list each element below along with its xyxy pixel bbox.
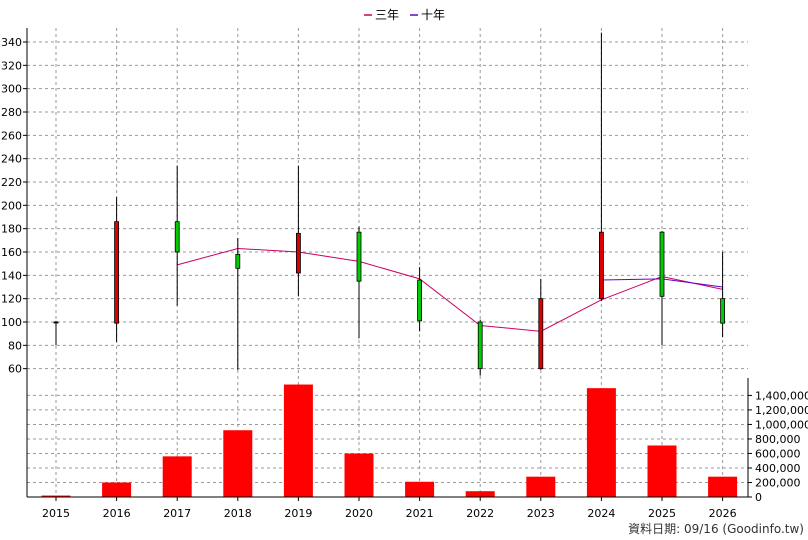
price-tick-label: 260 [1, 129, 22, 142]
candle-body-2016 [114, 221, 119, 324]
axes [23, 28, 752, 501]
legend-three-year-label: 三年 [375, 8, 399, 22]
year-tick-label: 2022 [466, 507, 494, 520]
legend: 三年 十年 [364, 8, 445, 22]
candle-body-2015 [53, 321, 59, 324]
candle-body-2025 [659, 231, 665, 297]
year-tick-label: 2016 [103, 507, 131, 520]
year-tick-label: 2017 [163, 507, 191, 520]
candle-body-2018 [235, 253, 241, 269]
price-tick-label: 240 [1, 153, 22, 166]
price-tick-label: 120 [1, 293, 22, 306]
volume-bars [41, 384, 738, 497]
volume-tick-label: 400,000 [755, 462, 801, 475]
price-tick-label: 100 [1, 316, 22, 329]
data-date-footer: 資料日期: 09/16 (Goodinfo.tw) [628, 522, 804, 536]
price-tick-label: 280 [1, 106, 22, 119]
volume-tick-label: 0 [755, 491, 762, 504]
volume-tick-label: 800,000 [755, 433, 801, 446]
volume-bar-2016 [102, 482, 132, 497]
grid-lines [27, 28, 748, 498]
volume-bar-2022 [465, 491, 495, 497]
candle-body-2026 [720, 298, 725, 324]
volume-tick-label: 1,000,000 [755, 418, 808, 431]
volume-bar-2020 [344, 453, 374, 497]
year-tick-label: 2026 [709, 507, 737, 520]
candlesticks [53, 32, 725, 376]
volume-bar-2015 [41, 495, 71, 497]
candle-body-2020 [356, 231, 362, 282]
year-tick-label: 2024 [587, 507, 615, 520]
price-tick-label: 300 [1, 83, 22, 96]
candle-body-2024 [599, 231, 604, 300]
volume-bar-2023 [526, 476, 556, 497]
year-tick-label: 2018 [224, 507, 252, 520]
price-tick-label: 320 [1, 59, 22, 72]
year-tick-label: 2015 [42, 507, 70, 520]
tick-labels: 60 80 100 120 140 160 180 200 220 240 260 280 300 320… [1, 36, 808, 520]
legend-ten-year-label: 十年 [421, 8, 445, 22]
volume-bar-2021 [405, 481, 435, 497]
moving-average-lines [177, 247, 723, 332]
year-tick-label: 2023 [527, 507, 555, 520]
candle-body-2023 [538, 298, 544, 370]
legend-item-ten-year: 十年 [410, 8, 445, 22]
price-tick-label: 200 [1, 199, 22, 212]
price-tick-label: 60 [8, 363, 22, 376]
year-tick-label: 2025 [648, 507, 676, 520]
price-tick-label: 340 [1, 36, 22, 49]
year-tick-label: 2021 [406, 507, 434, 520]
candle-body-2017 [174, 221, 180, 253]
volume-bar-2018 [223, 430, 253, 497]
volume-bar-2025 [647, 445, 677, 497]
volume-tick-label: 1,200,000 [755, 404, 808, 417]
volume-tick-label: 600,000 [755, 447, 801, 460]
candle-body-2019 [295, 232, 301, 274]
volume-bar-2019 [283, 384, 313, 497]
volume-bar-2017 [162, 456, 192, 497]
legend-item-three-year: 三年 [364, 8, 399, 22]
price-tick-label: 180 [1, 223, 22, 236]
volume-tick-label: 1,400,000 [755, 389, 808, 402]
candle-body-2021 [417, 279, 423, 322]
price-tick-label: 220 [1, 176, 22, 189]
volume-bar-2026 [708, 476, 738, 497]
year-tick-label: 2019 [284, 507, 312, 520]
volume-tick-label: 200,000 [755, 476, 801, 489]
year-tick-label: 2020 [345, 507, 373, 520]
price-tick-label: 140 [1, 269, 22, 282]
price-tick-label: 160 [1, 246, 22, 259]
candle-body-2022 [477, 321, 483, 370]
price-tick-label: 80 [8, 339, 22, 352]
ma-line-three-year [177, 247, 723, 332]
volume-bar-2024 [586, 388, 616, 497]
